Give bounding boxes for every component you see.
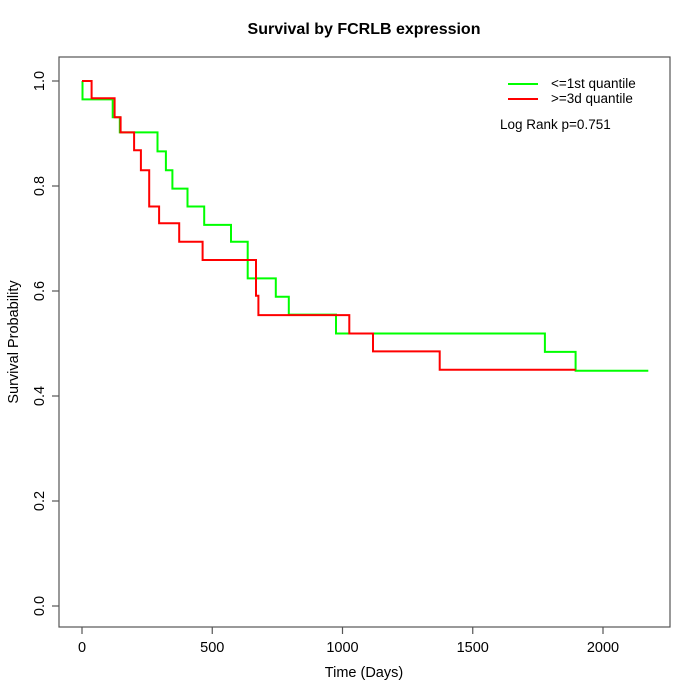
legend: <=1st quantile >=3d quantile Log Rank p=… [500,76,636,132]
x-tick-label: 0 [78,640,86,656]
log-rank-pvalue: Log Rank p=0.751 [500,117,611,132]
y-tick-label: 0.4 [32,386,48,406]
legend-line-red [508,97,538,100]
x-tick-label: 1000 [326,640,358,656]
x-tick-label: 2000 [587,640,619,656]
legend-item-ge-3d-quantile: >=3d quantile [508,91,636,106]
y-axis-title-text: Survival Probability [6,280,22,404]
y-tick-label: 0.6 [32,281,48,301]
y-tick-label: 0.8 [32,176,48,196]
legend-label-ge-3d-quantile: >=3d quantile [551,91,633,106]
km-curve-ge-3d-quantile [82,80,576,371]
y-tick-label: 1.0 [32,71,48,91]
y-tick-label: 0.0 [32,596,48,616]
plot-box [58,56,671,628]
chart-title: Survival by FCRLB expression [247,21,481,38]
legend-item-le-1st-quantile: <=1st quantile [508,76,636,91]
x-tick-label: 500 [200,640,224,656]
legend-line-green [508,82,538,85]
legend-label-le-1st-quantile: <=1st quantile [551,76,636,91]
x-tick-label: 1500 [457,640,489,656]
y-tick-label: 0.2 [32,491,48,511]
x-axis-title: Time (Days) [324,665,404,681]
